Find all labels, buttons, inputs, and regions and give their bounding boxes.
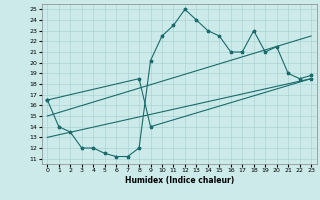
X-axis label: Humidex (Indice chaleur): Humidex (Indice chaleur) [124, 176, 234, 185]
